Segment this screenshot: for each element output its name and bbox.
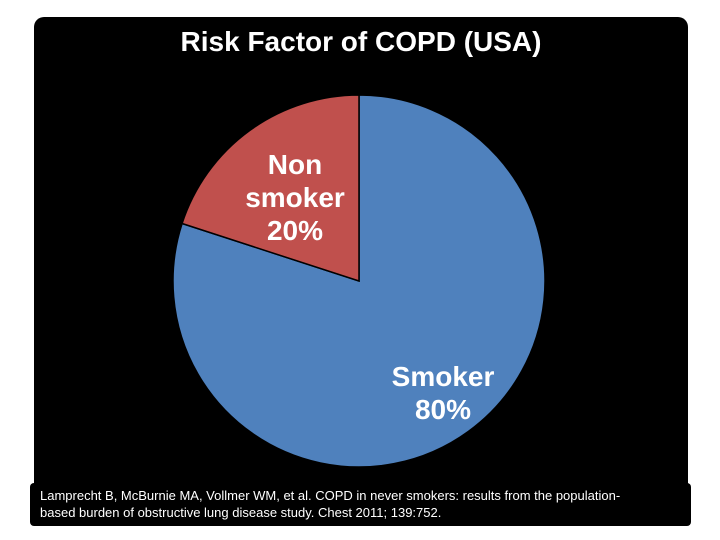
citation-box: Lamprecht B, McBurnie MA, Vollmer WM, et… xyxy=(30,483,691,526)
pie-label-non-smoker-line3: 20% xyxy=(266,215,324,246)
pie-label-non-smoker: Non smoker 20% xyxy=(205,148,385,247)
pie-label-smoker-line2: 80% xyxy=(414,394,472,425)
pie-label-non-smoker-line2: smoker xyxy=(245,182,345,213)
page-title: Risk Factor of COPD (USA) xyxy=(180,26,542,57)
pie-label-non-smoker-line1: Non xyxy=(267,149,323,180)
citation-line2: based burden of obstructive lung disease… xyxy=(40,505,442,520)
citation-line1: Lamprecht B, McBurnie MA, Vollmer WM, et… xyxy=(40,488,621,503)
pie-slice-non-smoker xyxy=(181,94,360,283)
pie-label-smoker-line1: Smoker xyxy=(391,361,495,392)
pie-label-smoker: Smoker 80% xyxy=(353,360,533,426)
